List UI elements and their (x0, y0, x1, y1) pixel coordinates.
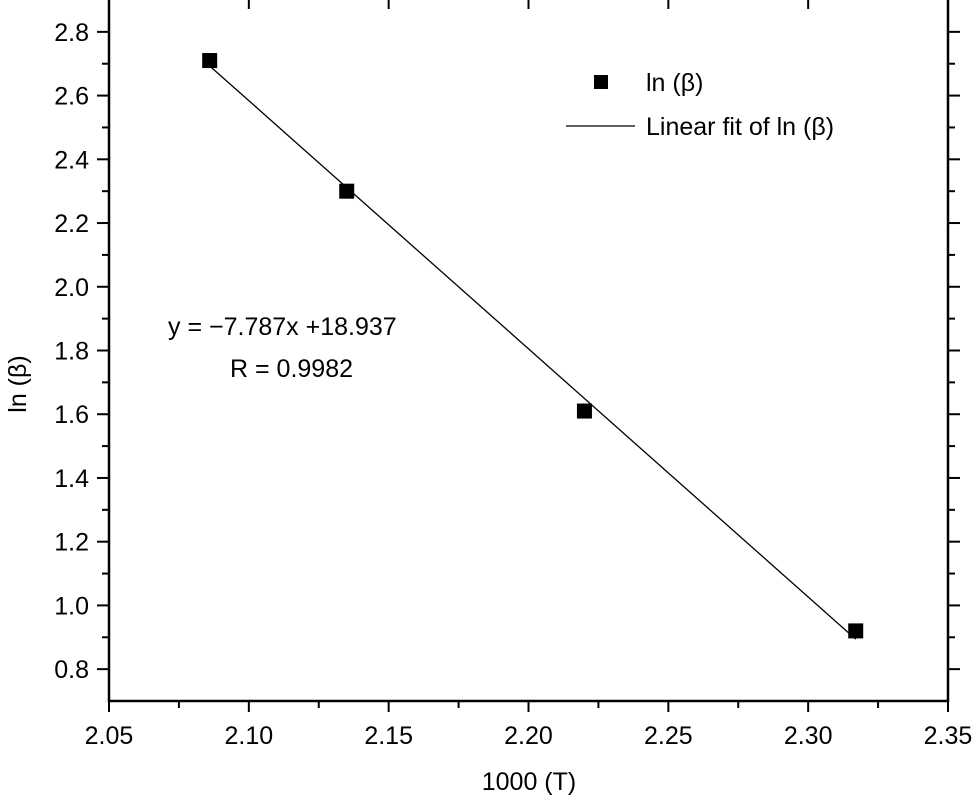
fit-annotation: y = −7.787x +18.937 R = 0.9982 (168, 313, 397, 383)
legend-label-data: ln (β) (646, 69, 703, 97)
x-tick-label: 2.25 (644, 722, 693, 750)
y-tick-label: 2.6 (54, 83, 89, 111)
y-tick-label: 2.8 (54, 19, 89, 47)
plot-frame (107, 0, 950, 703)
y-tick-label: 2.2 (54, 210, 89, 238)
fit-equation: y = −7.787x +18.937 (168, 313, 397, 341)
y-axis-ticks: 0.8 1.0 1.2 1.4 1.6 1.8 2.0 2.2 2.4 2.6 2.8 (54, 19, 960, 684)
plot-border (107, 0, 950, 703)
x-tick-label: 2.30 (784, 722, 833, 750)
y-tick-label: 1.6 (54, 401, 89, 429)
y-tick-label: 1.4 (54, 465, 89, 493)
data-point-square-icon (848, 623, 864, 639)
x-axis-title: 1000 (T) (482, 768, 576, 796)
data-point-square-icon (339, 183, 355, 199)
legend-square-marker-icon (594, 75, 608, 89)
y-tick-label: 1.2 (54, 529, 89, 557)
legend: ln (β) Linear fit of ln (β) (566, 69, 834, 141)
linear-fit-line (209, 65, 857, 640)
y-tick-label: 1.0 (54, 592, 89, 620)
x-tick-label: 2.05 (85, 722, 134, 750)
legend-label-fit: Linear fit of ln (β) (646, 113, 834, 141)
x-tick-label: 2.20 (504, 722, 553, 750)
x-axis-ticks: 2.05 2.10 2.15 2.20 2.25 2.30 2.35 (85, 0, 973, 750)
y-axis-title: ln (β) (4, 355, 32, 412)
fit-r-value: R = 0.9982 (230, 355, 353, 383)
data-points (202, 53, 864, 639)
y-tick-label: 0.8 (54, 656, 89, 684)
x-tick-label: 2.35 (924, 722, 973, 750)
data-point-square-icon (202, 53, 218, 69)
fit-line (209, 65, 857, 640)
x-tick-label: 2.15 (364, 722, 413, 750)
data-point-square-icon (576, 403, 592, 419)
y-tick-label: 2.0 (54, 274, 89, 302)
y-tick-label: 2.4 (54, 146, 89, 174)
y-tick-label: 1.8 (54, 338, 89, 366)
x-tick-label: 2.10 (224, 722, 273, 750)
